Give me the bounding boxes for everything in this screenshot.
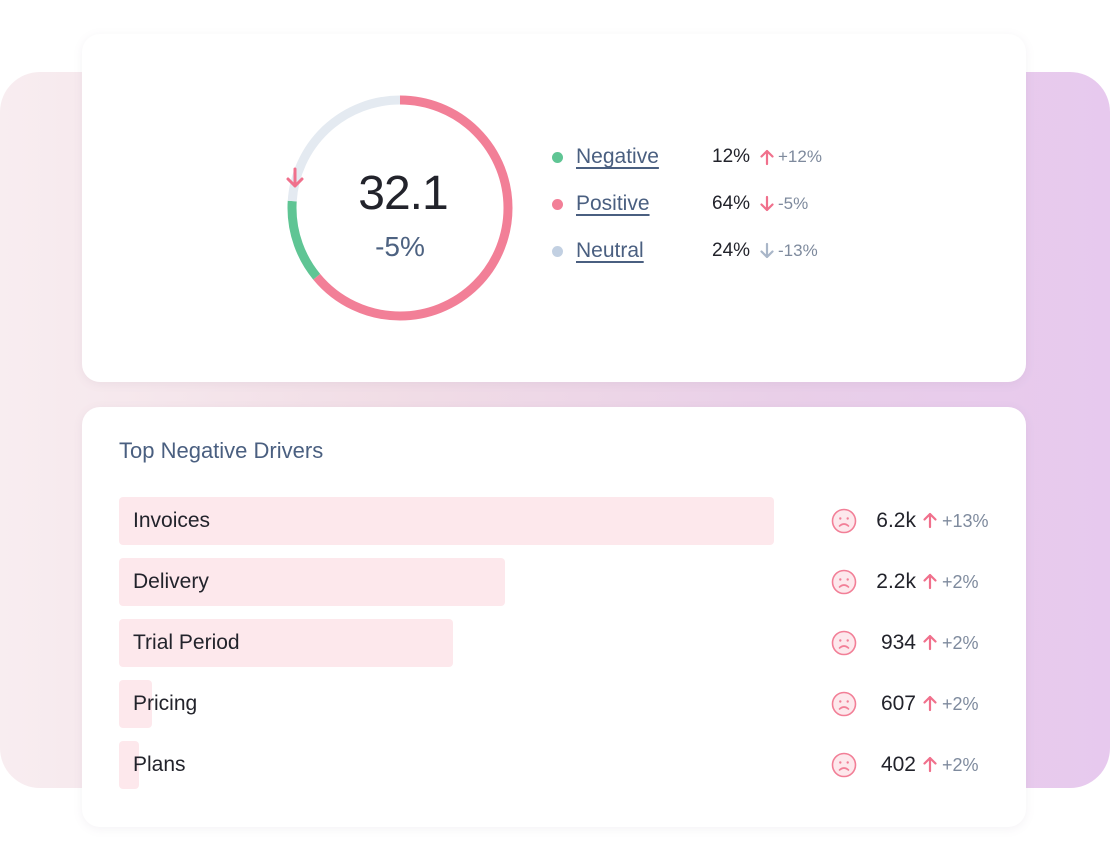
driver-row[interactable]: Trial Period 934 +2% (119, 619, 999, 667)
driver-count: 6.2k (876, 509, 916, 532)
driver-delta: +2% (942, 572, 979, 592)
driver-bar (119, 741, 139, 789)
donut-segment-neutral (287, 95, 513, 321)
driver-row[interactable]: Delivery 2.2k +2% (119, 558, 999, 606)
driver-delta: +2% (942, 633, 979, 653)
driver-row[interactable]: Invoices 6.2k +13% (119, 497, 999, 545)
driver-row[interactable]: Plans 402 +2% (119, 741, 999, 789)
driver-delta: +2% (942, 755, 979, 775)
legend-link-neutral[interactable]: Neutral (576, 239, 644, 262)
sentiment-donut: 32.1 -5% (285, 93, 515, 323)
legend-percent: 12% (712, 146, 751, 167)
legend-percent: 24% (712, 240, 751, 261)
arrow-up-icon (923, 512, 937, 529)
legend-delta: -13% (778, 241, 818, 260)
driver-count: 607 (880, 692, 916, 715)
sad-face-icon (831, 508, 857, 534)
legend-delta: -5% (778, 194, 809, 213)
driver-name: Pricing (133, 692, 198, 715)
legend-link-negative[interactable]: Negative (576, 145, 659, 168)
score-value: 32.1 (358, 167, 448, 220)
drivers-title: Top Negative Drivers (119, 438, 324, 463)
sad-face-icon (831, 569, 857, 595)
sad-face-icon (831, 691, 857, 717)
arrow-up-icon (923, 634, 937, 651)
arrow-up-icon (923, 756, 937, 773)
driver-delta: +13% (942, 511, 989, 531)
sad-face-icon (831, 752, 857, 778)
sad-face-icon (831, 630, 857, 656)
driver-count: 934 (880, 631, 916, 654)
legend-item-positive: Positive 64% -5% (552, 189, 852, 219)
sentiment-score-card: 32.1 -5% Negative 12% +12% Positive 64% … (82, 34, 1026, 382)
legend-item-neutral: Neutral 24% -13% (552, 236, 852, 266)
negative-dot-icon (552, 151, 563, 163)
arrow-up-icon (923, 695, 937, 712)
legend-item-negative: Negative 12% +12% (552, 142, 852, 172)
driver-name: Trial Period (133, 631, 240, 654)
driver-count: 402 (880, 753, 916, 776)
arrow-up-icon (923, 573, 937, 590)
legend-percent: 64% (712, 193, 751, 214)
driver-bar (119, 558, 505, 606)
driver-bar (119, 497, 774, 545)
arrow-up-icon (760, 149, 774, 166)
neutral-dot-icon (552, 245, 563, 257)
driver-bar (119, 619, 453, 667)
driver-bar (119, 680, 152, 728)
score-change: -5% (375, 231, 425, 262)
driver-row[interactable]: Pricing 607 +2% (119, 680, 999, 728)
donut-segment-negative (287, 95, 513, 321)
driver-count: 2.2k (876, 570, 916, 593)
positive-dot-icon (552, 198, 563, 210)
legend-delta: +12% (778, 147, 822, 166)
driver-name: Plans (133, 753, 186, 776)
arrow-down-icon (760, 195, 774, 212)
legend-link-positive[interactable]: Positive (576, 192, 650, 215)
donut-chart (287, 95, 513, 321)
driver-delta: +2% (942, 694, 979, 714)
arrow-down-icon (286, 167, 304, 188)
driver-name: Delivery (133, 570, 209, 593)
driver-name: Invoices (133, 509, 211, 532)
arrow-down-icon (760, 242, 774, 259)
negative-drivers-card: Top Negative Drivers Invoices 6.2k +13% Del… (82, 407, 1026, 827)
